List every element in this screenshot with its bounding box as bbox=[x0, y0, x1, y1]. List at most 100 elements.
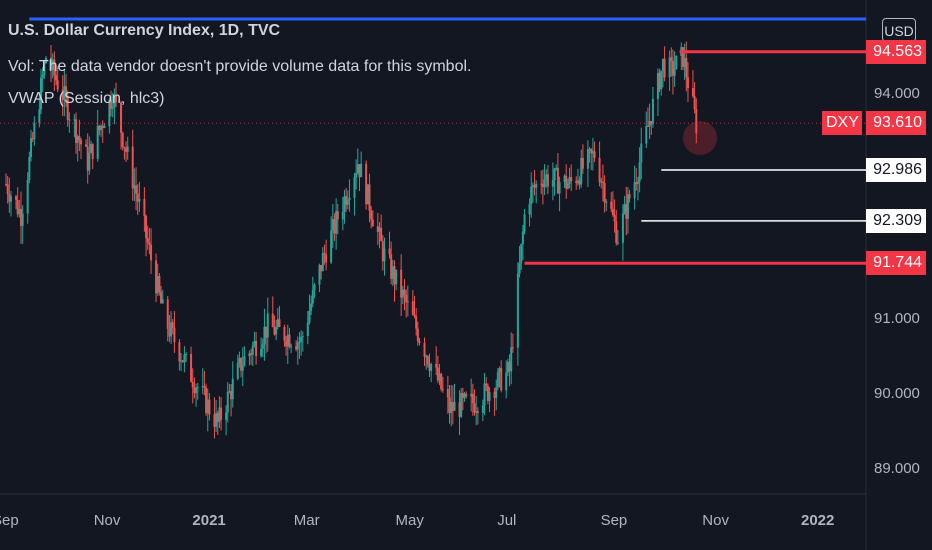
candle-body bbox=[51, 59, 54, 71]
candle-body bbox=[380, 227, 383, 242]
candle-body bbox=[138, 198, 141, 202]
candle-body bbox=[218, 407, 221, 422]
candle-body bbox=[405, 294, 408, 303]
candle-body bbox=[65, 86, 68, 97]
candle-body bbox=[30, 138, 33, 157]
candle-body bbox=[306, 322, 309, 337]
candle-body bbox=[660, 70, 663, 90]
candle-body bbox=[635, 182, 638, 185]
candle-body bbox=[603, 183, 606, 203]
candle-body bbox=[470, 393, 473, 397]
candle-body bbox=[371, 219, 374, 227]
candle-body bbox=[531, 184, 534, 187]
candle-body bbox=[463, 393, 466, 398]
candle-body bbox=[683, 57, 686, 67]
candle-body bbox=[76, 136, 79, 143]
currency-button[interactable]: USD bbox=[882, 18, 916, 42]
candle-body bbox=[605, 201, 608, 203]
candle-body bbox=[226, 391, 229, 413]
candle-body bbox=[96, 125, 99, 159]
candle-body bbox=[510, 347, 513, 372]
candle-body bbox=[378, 227, 381, 232]
candle-body bbox=[440, 373, 443, 390]
candle-body bbox=[61, 89, 64, 101]
candle-body bbox=[38, 109, 41, 123]
candle-body bbox=[648, 121, 651, 127]
last-price-badge: 93.610 bbox=[866, 111, 926, 136]
candle-body bbox=[178, 342, 181, 362]
candle-body bbox=[540, 183, 543, 185]
candle-body bbox=[535, 183, 538, 188]
candle-body bbox=[426, 356, 429, 365]
candle-body bbox=[438, 373, 441, 381]
candle-body bbox=[248, 353, 251, 357]
chart-title[interactable]: U.S. Dollar Currency Index, 1D, TVC bbox=[8, 22, 281, 39]
candle-body bbox=[275, 326, 278, 335]
candle-body bbox=[476, 411, 479, 414]
candle-body bbox=[208, 399, 211, 415]
candle-body bbox=[368, 184, 371, 211]
candle-body bbox=[370, 210, 373, 220]
candle-body bbox=[558, 181, 561, 194]
x-tick-label: 2021 bbox=[192, 512, 226, 529]
volume-note[interactable]: Vol: The data vendor doesn't provide vol… bbox=[8, 58, 472, 75]
candle-body bbox=[121, 132, 124, 148]
candle-body bbox=[543, 179, 546, 188]
candle-body bbox=[580, 157, 583, 185]
candle-body bbox=[250, 353, 253, 355]
candle-body bbox=[546, 174, 549, 187]
candle-body bbox=[695, 109, 698, 134]
x-tick-label: May bbox=[395, 512, 424, 529]
candle-body bbox=[393, 266, 396, 285]
candle-body bbox=[400, 269, 403, 298]
candle-body bbox=[588, 149, 591, 151]
candle-body bbox=[40, 77, 43, 110]
candle-body bbox=[415, 316, 418, 329]
candle-body bbox=[251, 345, 254, 355]
candle-body bbox=[91, 143, 94, 159]
symbol-tag[interactable]: DXY bbox=[822, 111, 862, 136]
candle-body bbox=[148, 242, 151, 245]
candle-body bbox=[300, 336, 303, 342]
candle-body bbox=[160, 291, 163, 304]
candle-body bbox=[261, 344, 264, 349]
candle-body bbox=[461, 393, 464, 398]
candle-body bbox=[101, 125, 104, 129]
candle-body bbox=[650, 121, 653, 125]
candle-body bbox=[418, 341, 421, 343]
candle-body bbox=[401, 289, 404, 298]
candle-body bbox=[413, 314, 416, 317]
candle-body bbox=[615, 221, 618, 244]
candle-body bbox=[283, 326, 286, 341]
candle-body bbox=[295, 346, 298, 350]
candle-body bbox=[86, 146, 89, 171]
candle-body bbox=[486, 385, 489, 401]
candle-body bbox=[146, 238, 149, 243]
candle-body bbox=[330, 230, 333, 263]
candle-body bbox=[575, 180, 578, 183]
candle-body bbox=[451, 401, 454, 411]
candle-body bbox=[365, 163, 368, 205]
candle-body bbox=[10, 196, 13, 202]
vwap-indicator-label[interactable]: VWAP (Session, hlc3) bbox=[8, 90, 165, 107]
candle-body bbox=[263, 326, 266, 345]
candle-body bbox=[271, 313, 274, 327]
candle-body bbox=[395, 269, 398, 285]
candle-body bbox=[353, 177, 356, 198]
candle-body bbox=[203, 386, 206, 388]
candle-body bbox=[600, 181, 603, 183]
candle-body bbox=[135, 185, 138, 194]
candle-body bbox=[123, 147, 126, 149]
candle-body bbox=[286, 334, 289, 347]
candle-body bbox=[668, 57, 671, 78]
candle-body bbox=[16, 199, 19, 215]
candle-body bbox=[423, 342, 426, 357]
candle-body bbox=[633, 182, 636, 199]
y-tick-label: 91.000 bbox=[874, 310, 920, 327]
candle-body bbox=[136, 193, 139, 202]
candle-body bbox=[355, 172, 358, 178]
candle-body bbox=[156, 276, 159, 294]
candle-body bbox=[285, 340, 288, 347]
candle-body bbox=[215, 413, 218, 427]
